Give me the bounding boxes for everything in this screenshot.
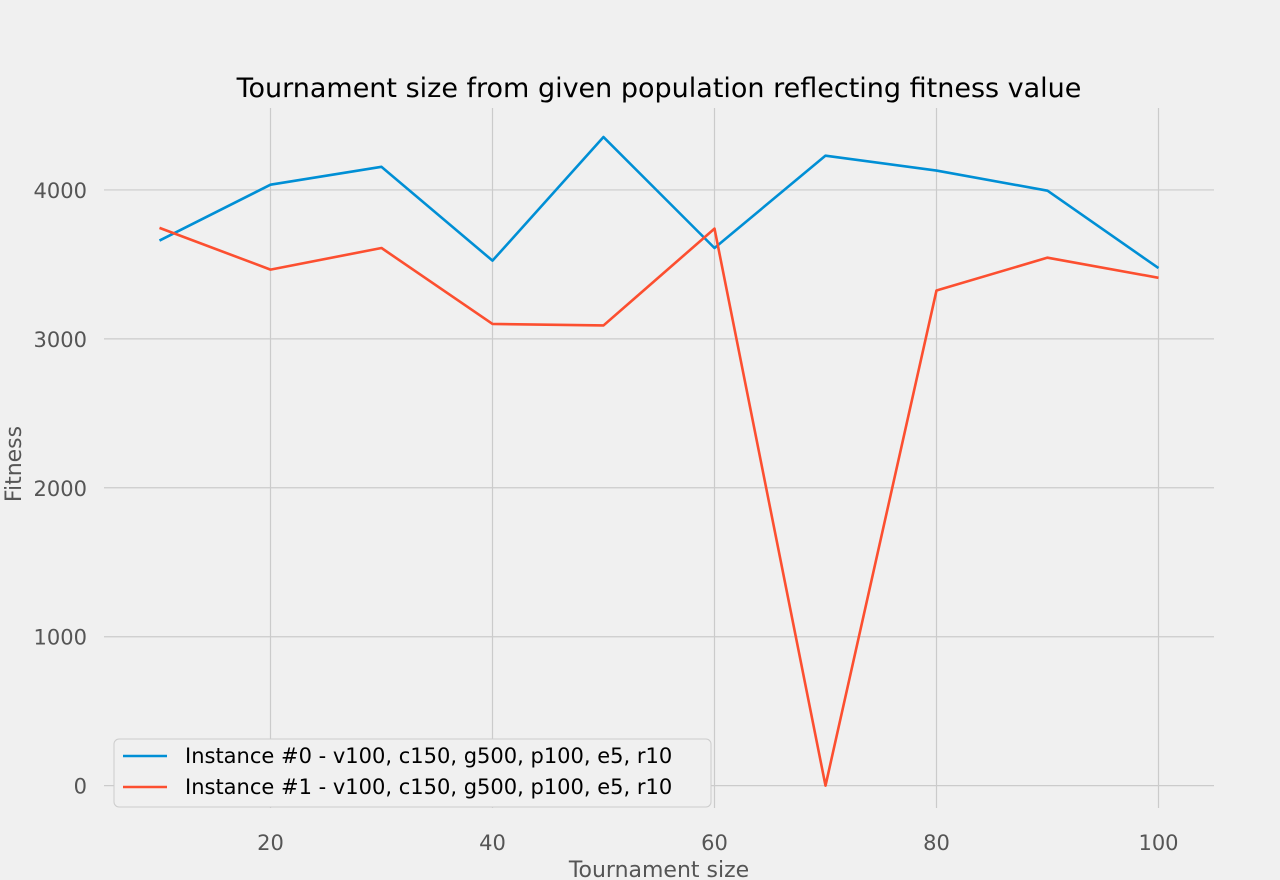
series-line-0	[158, 135, 1160, 270]
x-tick-label-40: 40	[479, 831, 506, 855]
x-tick-label-100: 100	[1138, 831, 1178, 855]
legend-label-0: Instance #0 - v100, c150, g500, p100, e5…	[185, 744, 672, 768]
y-tick-label-1000: 1000	[34, 626, 87, 650]
legend-label-1: Instance #1 - v100, c150, g500, p100, e5…	[185, 775, 672, 799]
y-axis-label: Fitness	[2, 426, 27, 502]
y-tick-label-2000: 2000	[34, 477, 87, 501]
y-tick-label-3000: 3000	[34, 328, 87, 352]
x-tick-label-20: 20	[257, 831, 284, 855]
legend: Instance #0 - v100, c150, g500, p100, e5…	[113, 738, 712, 808]
x-axis-label: Tournament size	[568, 858, 749, 880]
x-tick-label-80: 80	[923, 831, 950, 855]
y-tick-label-0: 0	[74, 775, 87, 799]
series-line-1	[159, 226, 1159, 787]
series-lines	[158, 135, 1160, 787]
chart-title: Tournament size from given population re…	[236, 73, 1082, 104]
legend-box	[113, 738, 712, 808]
y-tick-label-4000: 4000	[34, 179, 87, 203]
x-tick-label-60: 60	[701, 831, 728, 855]
